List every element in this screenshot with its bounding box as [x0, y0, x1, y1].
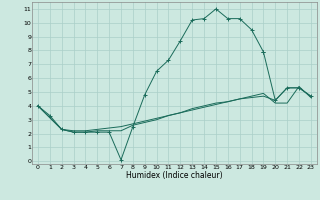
X-axis label: Humidex (Indice chaleur): Humidex (Indice chaleur) [126, 171, 223, 180]
